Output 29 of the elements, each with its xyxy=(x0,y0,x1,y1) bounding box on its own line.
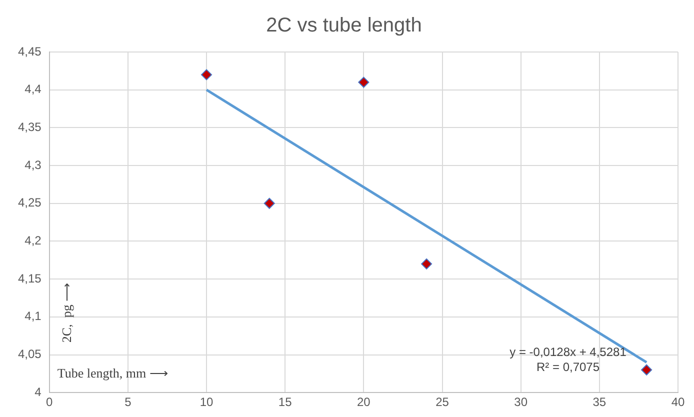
x-tick-label: 10 xyxy=(200,395,214,410)
x-tick-label: 35 xyxy=(592,395,606,410)
point xyxy=(358,76,370,88)
y-tick-label: 4,3 xyxy=(24,158,42,172)
y-tick-label: 4,25 xyxy=(18,196,42,210)
point xyxy=(421,258,432,270)
point xyxy=(264,198,275,209)
y-tick-label: 4,05 xyxy=(18,347,42,362)
point xyxy=(641,364,652,376)
x-tick-label: 20 xyxy=(357,395,371,410)
chart-title: 2C vs tube length xyxy=(266,14,422,37)
x-axis-title: Tube length, mm ⟶ xyxy=(57,366,168,381)
y-tick-label: 4,2 xyxy=(24,234,42,248)
y-tick-label: 4,1 xyxy=(24,309,42,324)
y-tick-label: 4,15 xyxy=(18,271,42,286)
x-tick-label: 30 xyxy=(514,395,528,410)
point xyxy=(201,69,212,80)
annotation: R² = 0,7075 xyxy=(536,360,600,374)
y-tick-label: 4,45 xyxy=(18,44,42,58)
x-tick-label: 15 xyxy=(278,395,292,410)
x-tick-label: 40 xyxy=(671,395,685,410)
y-tick-label: 4 xyxy=(34,384,42,399)
y-tick-label: 4,35 xyxy=(18,120,42,134)
x-tick-label: 5 xyxy=(124,395,132,410)
x-tick-label: 0 xyxy=(46,395,54,410)
x-tick-label: 25 xyxy=(436,395,450,410)
y-axis-title: 2C, pg ⟶ xyxy=(58,282,74,343)
y-tick-label: 4,4 xyxy=(24,82,42,96)
annotation: y = -0,0128x + 4,5281 xyxy=(510,344,627,359)
